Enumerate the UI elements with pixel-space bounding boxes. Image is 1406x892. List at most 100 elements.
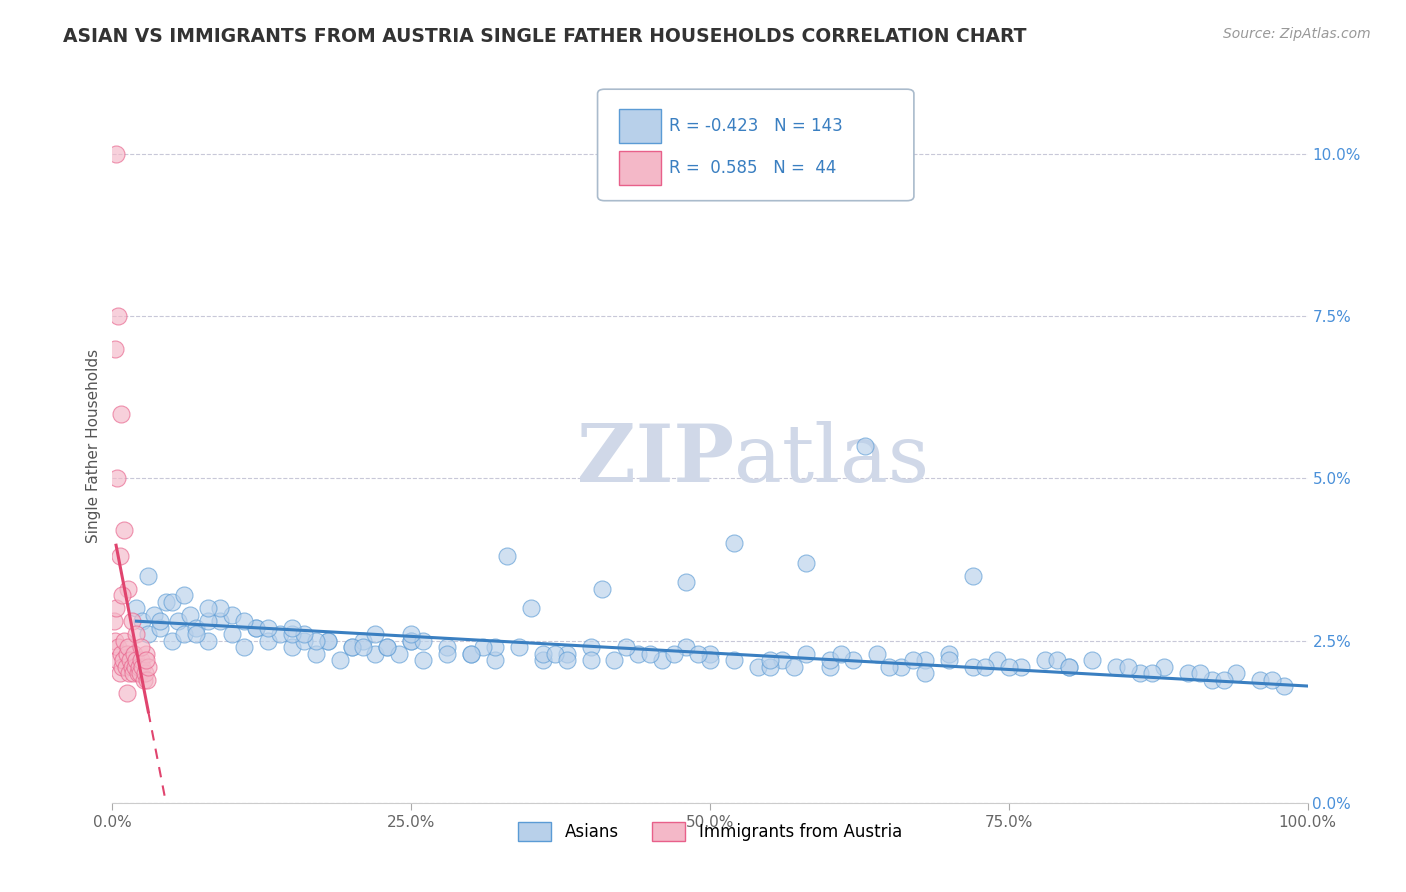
Point bbox=[114, 524, 135, 538]
Point bbox=[759, 653, 782, 667]
Point bbox=[699, 647, 721, 661]
Point bbox=[472, 640, 495, 654]
Point bbox=[118, 666, 141, 681]
Point bbox=[1177, 666, 1199, 681]
Point bbox=[640, 647, 662, 661]
Point bbox=[114, 659, 136, 673]
Point bbox=[520, 601, 543, 615]
Point bbox=[104, 342, 127, 356]
Point bbox=[460, 647, 482, 661]
Point bbox=[127, 666, 149, 681]
Point bbox=[257, 621, 280, 635]
Point bbox=[281, 640, 304, 654]
Point bbox=[903, 653, 925, 667]
Point bbox=[135, 653, 157, 667]
Point bbox=[651, 653, 673, 667]
Point bbox=[770, 653, 793, 667]
Point bbox=[962, 568, 984, 582]
Point bbox=[105, 471, 128, 485]
Legend: Asians, Immigrants from Austria: Asians, Immigrants from Austria bbox=[512, 815, 908, 848]
Point bbox=[592, 582, 614, 596]
Point bbox=[1225, 666, 1247, 681]
Point bbox=[794, 556, 817, 570]
Point bbox=[401, 633, 423, 648]
Point bbox=[316, 633, 339, 648]
Point bbox=[281, 621, 304, 635]
Point bbox=[107, 640, 129, 654]
Point bbox=[484, 653, 506, 667]
Point bbox=[134, 666, 156, 681]
Point bbox=[723, 653, 745, 667]
Point bbox=[143, 607, 166, 622]
Y-axis label: Single Father Households: Single Father Households bbox=[86, 349, 101, 543]
Point bbox=[221, 607, 243, 622]
Point bbox=[616, 640, 638, 654]
Point bbox=[412, 653, 434, 667]
Point bbox=[209, 614, 232, 628]
Point bbox=[1153, 659, 1175, 673]
Point bbox=[111, 659, 134, 673]
Point bbox=[1201, 673, 1223, 687]
Point bbox=[1142, 666, 1164, 681]
Point bbox=[105, 147, 128, 161]
Point bbox=[627, 647, 650, 661]
Text: ZIP: ZIP bbox=[576, 421, 734, 500]
Point bbox=[105, 601, 128, 615]
Text: R =  0.585   N =  44: R = 0.585 N = 44 bbox=[669, 159, 837, 177]
Point bbox=[124, 659, 146, 673]
Point bbox=[115, 647, 138, 661]
Point bbox=[105, 653, 128, 667]
Point bbox=[103, 614, 125, 628]
Text: atlas: atlas bbox=[734, 421, 929, 500]
Point bbox=[986, 653, 1008, 667]
Point bbox=[162, 633, 183, 648]
Point bbox=[1105, 659, 1128, 673]
Point bbox=[129, 640, 152, 654]
Point bbox=[723, 536, 745, 550]
Point bbox=[1189, 666, 1212, 681]
Point bbox=[555, 653, 578, 667]
Point bbox=[138, 659, 160, 673]
Point bbox=[233, 640, 256, 654]
Point bbox=[257, 633, 280, 648]
Point bbox=[1129, 666, 1152, 681]
Point bbox=[1033, 653, 1056, 667]
Point bbox=[173, 627, 195, 641]
Point bbox=[115, 685, 138, 699]
Point bbox=[281, 627, 304, 641]
Point bbox=[998, 659, 1021, 673]
Point bbox=[128, 659, 150, 673]
Point bbox=[377, 640, 399, 654]
Point bbox=[412, 633, 434, 648]
Point bbox=[782, 659, 804, 673]
Point bbox=[1249, 673, 1271, 687]
Point bbox=[197, 601, 219, 615]
Point bbox=[162, 595, 183, 609]
Point bbox=[914, 653, 936, 667]
Point bbox=[855, 439, 877, 453]
Point bbox=[121, 666, 143, 681]
Point bbox=[129, 653, 152, 667]
Point bbox=[117, 582, 139, 596]
Point bbox=[186, 627, 208, 641]
Point bbox=[364, 627, 387, 641]
Point bbox=[340, 640, 363, 654]
Point bbox=[914, 666, 936, 681]
Point bbox=[818, 659, 841, 673]
Point bbox=[233, 614, 256, 628]
Point bbox=[974, 659, 997, 673]
Point bbox=[129, 666, 152, 681]
Point bbox=[136, 673, 159, 687]
Point bbox=[186, 621, 208, 635]
Point bbox=[179, 607, 201, 622]
Point bbox=[759, 659, 782, 673]
Point bbox=[292, 627, 315, 641]
Point bbox=[121, 659, 143, 673]
Point bbox=[675, 575, 697, 590]
Point bbox=[890, 659, 912, 673]
Point bbox=[305, 647, 328, 661]
Point bbox=[962, 659, 984, 673]
Text: Source: ZipAtlas.com: Source: ZipAtlas.com bbox=[1223, 27, 1371, 41]
Point bbox=[138, 627, 160, 641]
Point bbox=[675, 640, 697, 654]
